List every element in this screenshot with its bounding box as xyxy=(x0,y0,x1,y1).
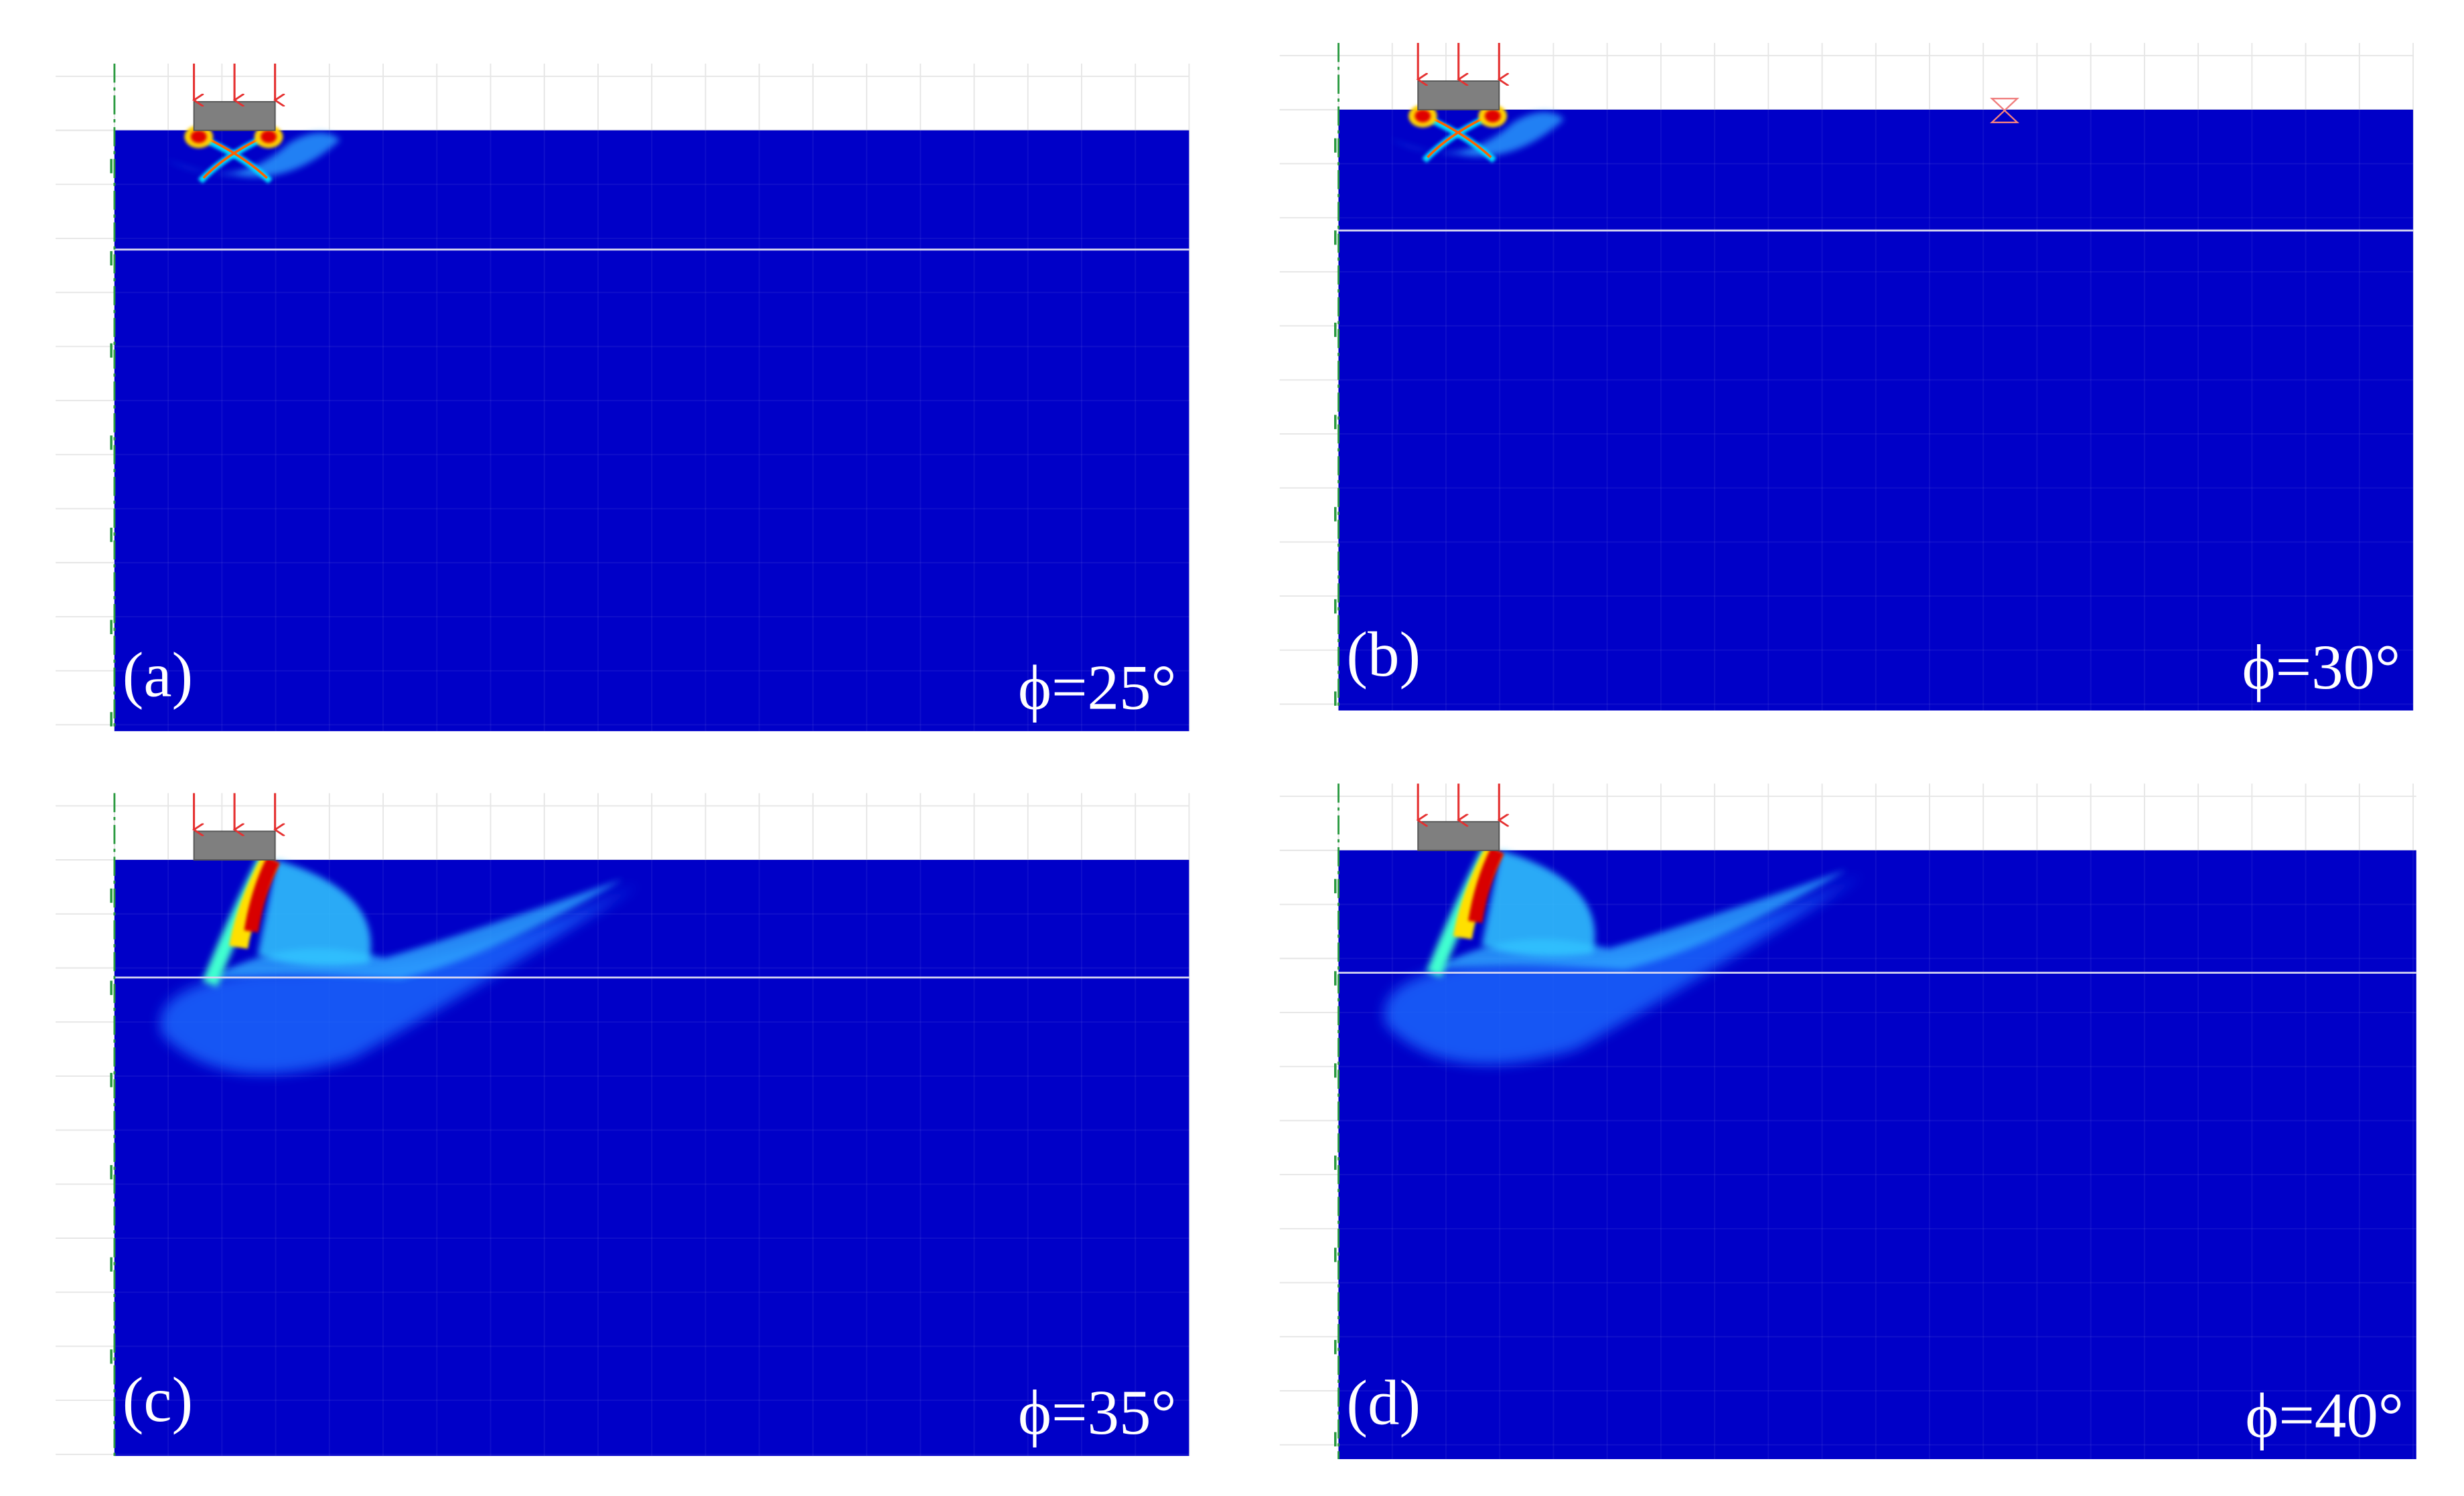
panel: (d) ϕ=40° xyxy=(1279,783,2416,1459)
strain-contour xyxy=(160,855,640,1074)
strain-contour xyxy=(165,125,340,184)
contour-peak xyxy=(1484,109,1501,123)
contour-fan xyxy=(1481,850,1595,957)
panel: (c) ϕ=35° xyxy=(56,793,1190,1456)
friction-angle: ϕ=40° xyxy=(2245,1380,2403,1451)
contour-peak xyxy=(261,130,277,143)
footing xyxy=(1417,80,1500,110)
panel-label: (a) xyxy=(123,640,193,710)
water-level xyxy=(1990,97,2020,123)
soil-domain xyxy=(1338,109,2414,710)
footing xyxy=(193,100,276,131)
contour-peak xyxy=(1415,109,1431,123)
panel-label: (d) xyxy=(1346,1367,1421,1438)
panel-label: (b) xyxy=(1346,619,1421,690)
panel: (a) ϕ=25° xyxy=(56,63,1190,731)
friction-angle: ϕ=30° xyxy=(2242,631,2400,702)
contour-fan xyxy=(257,860,371,966)
friction-angle: ϕ=35° xyxy=(1018,1377,1176,1448)
contour-cyan xyxy=(165,133,340,177)
footing xyxy=(193,830,276,861)
contour-peak xyxy=(244,856,280,933)
friction-angle: ϕ=25° xyxy=(1018,652,1176,723)
strain-contour xyxy=(1389,104,1565,163)
contour-peak xyxy=(190,130,207,143)
contour-peak xyxy=(1468,847,1504,923)
contour-cyan xyxy=(1389,112,1565,157)
strain-contour xyxy=(1384,846,1863,1065)
panel: (b) ϕ=30° xyxy=(1279,43,2414,710)
soil-domain xyxy=(114,130,1189,731)
footing xyxy=(1417,821,1500,851)
panel-label: (c) xyxy=(123,1364,193,1435)
